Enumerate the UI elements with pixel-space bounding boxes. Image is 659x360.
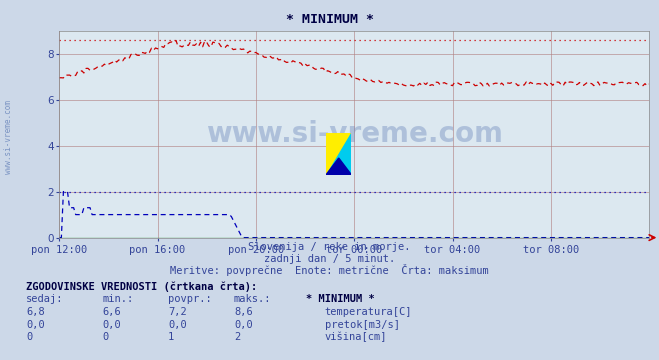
Text: * MINIMUM *: * MINIMUM * [285,13,374,26]
Text: min.:: min.: [102,294,133,305]
Text: višina[cm]: višina[cm] [325,332,387,342]
Text: 2: 2 [234,332,240,342]
Text: povpr.:: povpr.: [168,294,212,305]
Text: 0,0: 0,0 [102,320,121,330]
Text: 8,6: 8,6 [234,307,252,317]
Text: 0,0: 0,0 [26,320,45,330]
Text: 6,6: 6,6 [102,307,121,317]
Text: maks.:: maks.: [234,294,272,305]
Text: 0,0: 0,0 [168,320,186,330]
Polygon shape [326,158,351,175]
Polygon shape [326,133,351,175]
Text: * MINIMUM *: * MINIMUM * [306,294,375,305]
Text: 0: 0 [102,332,108,342]
Text: www.si-vreme.com: www.si-vreme.com [206,120,503,148]
Text: sedaj:: sedaj: [26,294,64,305]
Text: 0: 0 [26,332,32,342]
Text: pretok[m3/s]: pretok[m3/s] [325,320,400,330]
Text: Slovenija / reke in morje.: Slovenija / reke in morje. [248,242,411,252]
Text: ZGODOVINSKE VREDNOSTI (črtkana črta):: ZGODOVINSKE VREDNOSTI (črtkana črta): [26,281,258,292]
Text: 1: 1 [168,332,174,342]
Polygon shape [326,133,351,175]
Text: 6,8: 6,8 [26,307,45,317]
Text: zadnji dan / 5 minut.: zadnji dan / 5 minut. [264,254,395,264]
Text: Meritve: povprečne  Enote: metrične  Črta: maksimum: Meritve: povprečne Enote: metrične Črta:… [170,264,489,276]
Text: 7,2: 7,2 [168,307,186,317]
Text: www.si-vreme.com: www.si-vreme.com [4,100,13,174]
Text: 0,0: 0,0 [234,320,252,330]
Text: temperatura[C]: temperatura[C] [325,307,413,317]
